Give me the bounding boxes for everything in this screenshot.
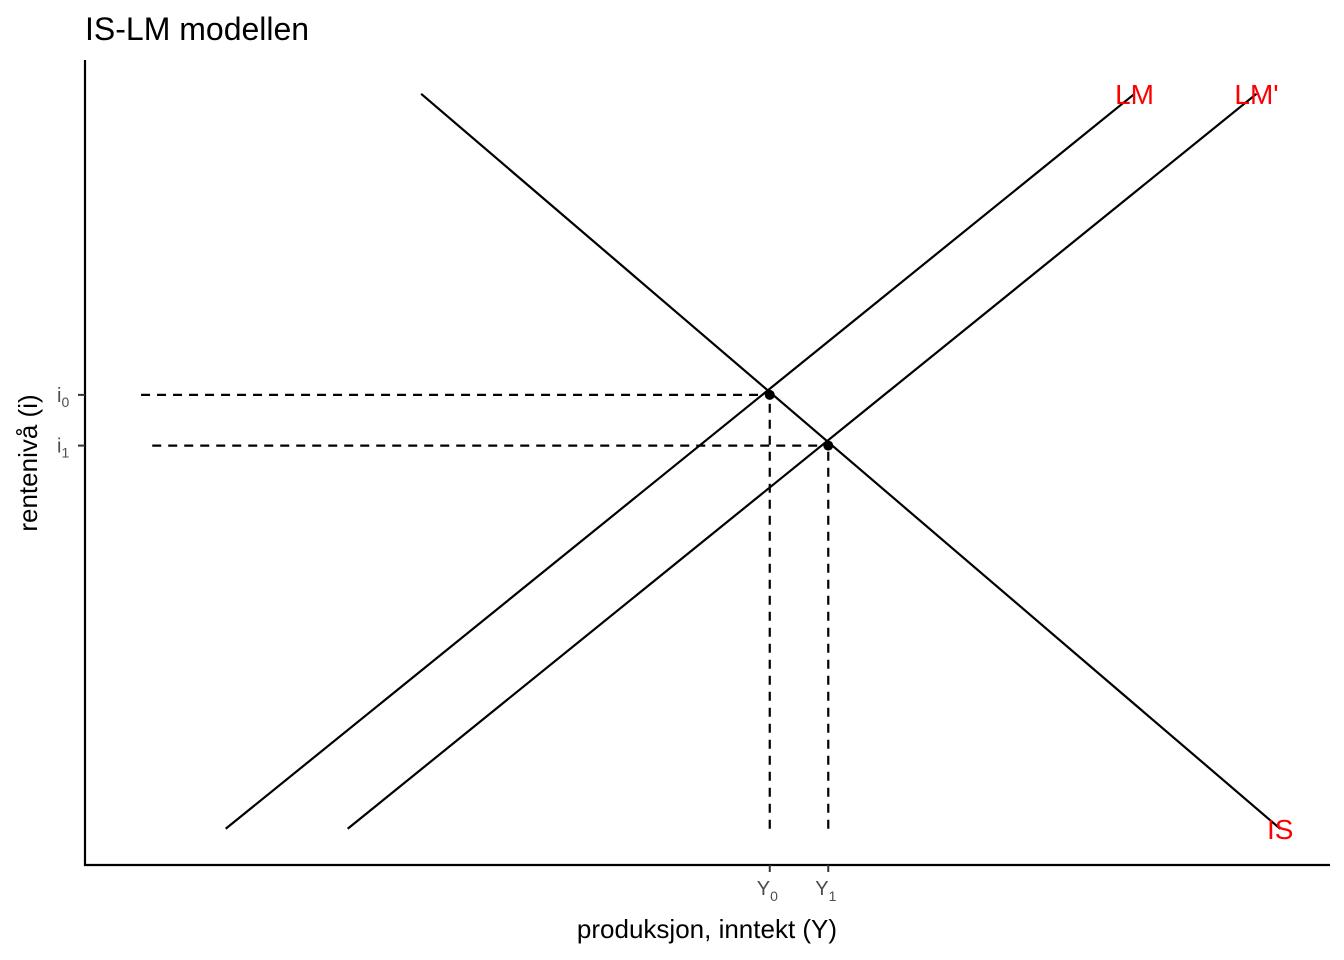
curve-lm-prime <box>347 92 1258 830</box>
y-tick-label-0: i0 <box>57 385 69 410</box>
curve-label-lm: LM <box>1115 79 1154 110</box>
tick-group: Y0 Y1 i0 i1 <box>57 385 837 904</box>
curves <box>224 92 1281 830</box>
equilibrium-point-0 <box>764 389 775 400</box>
chart-title: IS-LM modellen <box>85 11 309 47</box>
x-tick-label-0: Y0 <box>757 878 778 904</box>
equilibrium-point-1 <box>823 440 834 451</box>
curve-lm <box>224 92 1136 830</box>
curve-labels: LM LM' IS <box>1115 79 1293 845</box>
x-axis-title: produksjon, inntekt (Y) <box>577 914 837 944</box>
curve-label-lm-prime: LM' <box>1234 79 1278 110</box>
curve-label-is: IS <box>1267 814 1293 845</box>
y-tick-label-1: i1 <box>57 436 69 461</box>
x-tick-label-1: Y1 <box>815 878 836 904</box>
guide-lines <box>141 393 830 829</box>
y-axis-title: rentenivå (i) <box>13 394 43 531</box>
equilibrium-points <box>764 389 834 451</box>
curve-is <box>420 92 1281 830</box>
